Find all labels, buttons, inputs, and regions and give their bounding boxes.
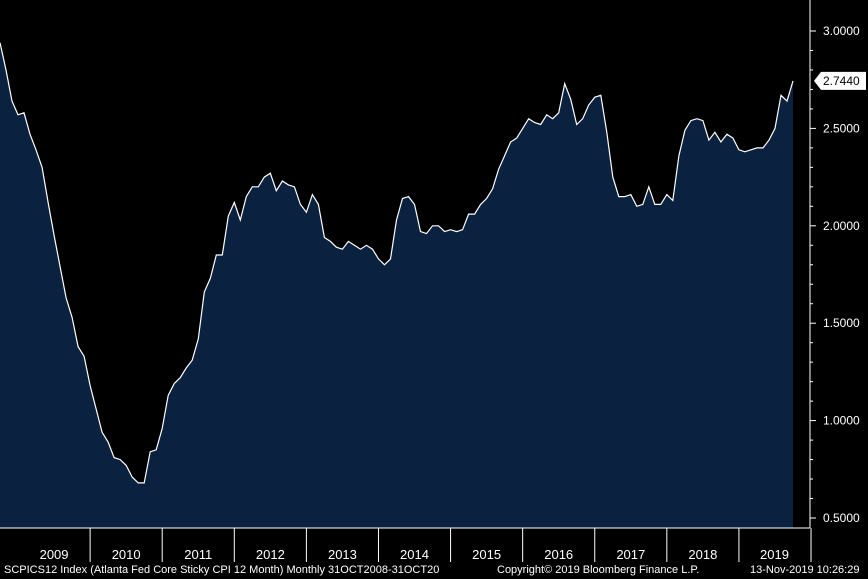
footer-series-description: SCPICS12 Index (Atlanta Fed Core Sticky … — [4, 564, 440, 576]
footer-copyright: Copyright© 2019 Bloomberg Finance L.P. — [497, 564, 700, 576]
last-value-marker: 2.7440 — [814, 71, 866, 90]
y-tick-label: 1.0000 — [823, 414, 860, 428]
y-tick-label: 2.0000 — [823, 219, 860, 233]
last-value-label: 2.7440 — [823, 74, 860, 88]
footer-timestamp: 13-Nov-2019 10:26:29 — [750, 564, 860, 576]
y-axis: 3.0000 2.5000 2.0000 1.5000 1.0000 0.5000 — [809, 0, 860, 528]
x-tick-label: 2013 — [328, 547, 357, 562]
x-tick-label: 2011 — [184, 547, 212, 562]
x-tick-label: 2016 — [544, 547, 573, 562]
x-tick-label: 2014 — [400, 547, 429, 562]
y-tick-label: 0.5000 — [823, 511, 860, 525]
y-tick-label: 1.5000 — [823, 316, 860, 330]
x-tick-label: 2019 — [760, 547, 789, 562]
x-tick-label: 2015 — [472, 547, 501, 562]
y-tick-label: 3.0000 — [823, 24, 860, 38]
footer: SCPICS12 Index (Atlanta Fed Core Sticky … — [0, 562, 868, 579]
chart: 3.0000 2.5000 2.0000 1.5000 1.0000 0.5000 200… — [0, 0, 868, 562]
x-axis: 2009 2010 2011 2012 2013 2014 2015 2016 2017 2018… — [0, 527, 812, 562]
plot-area — [0, 42, 794, 528]
x-tick-label: 2010 — [112, 547, 141, 562]
x-tick-label: 2017 — [616, 547, 645, 562]
x-tick-label: 2012 — [256, 547, 285, 562]
series-area — [0, 42, 793, 528]
series-line — [0, 42, 794, 484]
last-value-box — [814, 71, 866, 90]
x-tick-label: 2018 — [688, 547, 717, 562]
y-tick-label: 2.5000 — [823, 121, 860, 135]
x-tick-label: 2009 — [40, 547, 69, 562]
